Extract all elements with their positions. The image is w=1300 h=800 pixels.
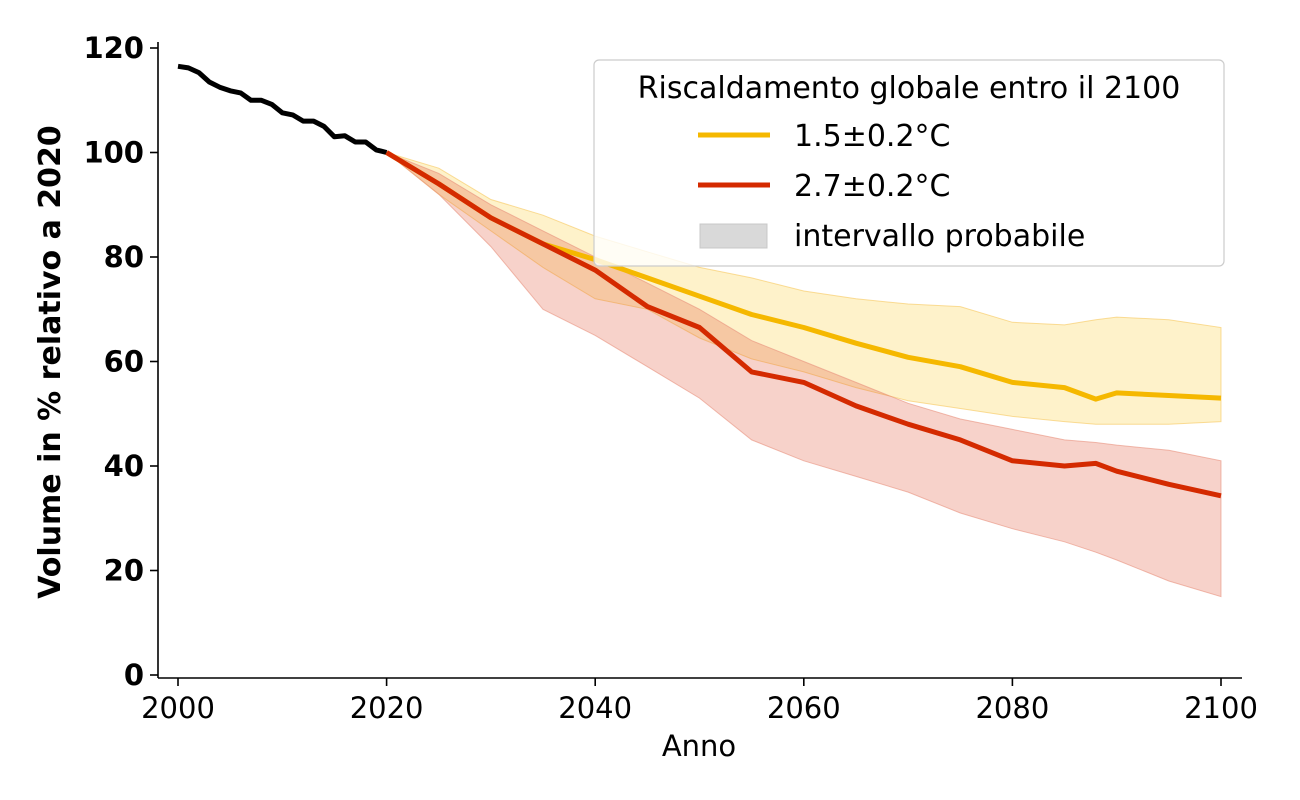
legend-label-2-7: 2.7±0.2°C: [794, 169, 951, 204]
y-tick-label: 20: [104, 554, 144, 588]
y-tick-label: 100: [83, 136, 144, 170]
y-tick-label: 0: [124, 658, 144, 692]
x-tick-label: 2020: [350, 691, 424, 725]
series-lines: [177, 63, 1222, 499]
legend-swatch-range: [699, 223, 768, 249]
y-tick-label: 40: [104, 449, 144, 483]
x-tick-label: 2080: [975, 691, 1049, 725]
x-tick-label: 2100: [1184, 691, 1258, 725]
y-axis-label: Volume in % relativo a 2020: [33, 125, 68, 599]
y-ticks: 0 20 40 60 80 100 120: [83, 31, 158, 692]
historical-line: [177, 63, 388, 155]
legend-label-range: intervallo probabile: [794, 219, 1085, 254]
y-tick-label: 60: [104, 345, 144, 379]
legend-frame: [593, 59, 1225, 267]
x-tick-label: 2000: [141, 691, 215, 725]
legend-title: Riscaldamento globale entro il 2100: [638, 71, 1181, 106]
legend-label-1-5: 1.5±0.2°C: [794, 119, 951, 154]
legend: Riscaldamento globale entro il 2100 1.5±…: [593, 59, 1225, 267]
x-axis-label: Anno: [662, 729, 736, 763]
line-2-7C: [385, 150, 1222, 499]
x-tick-label: 2040: [558, 691, 632, 725]
x-tick-label: 2060: [767, 691, 841, 725]
y-tick-label: 80: [104, 240, 144, 274]
y-tick-label: 120: [83, 31, 144, 65]
x-ticks: 2000 2020 2040 2060 2080 2100: [141, 678, 1258, 725]
